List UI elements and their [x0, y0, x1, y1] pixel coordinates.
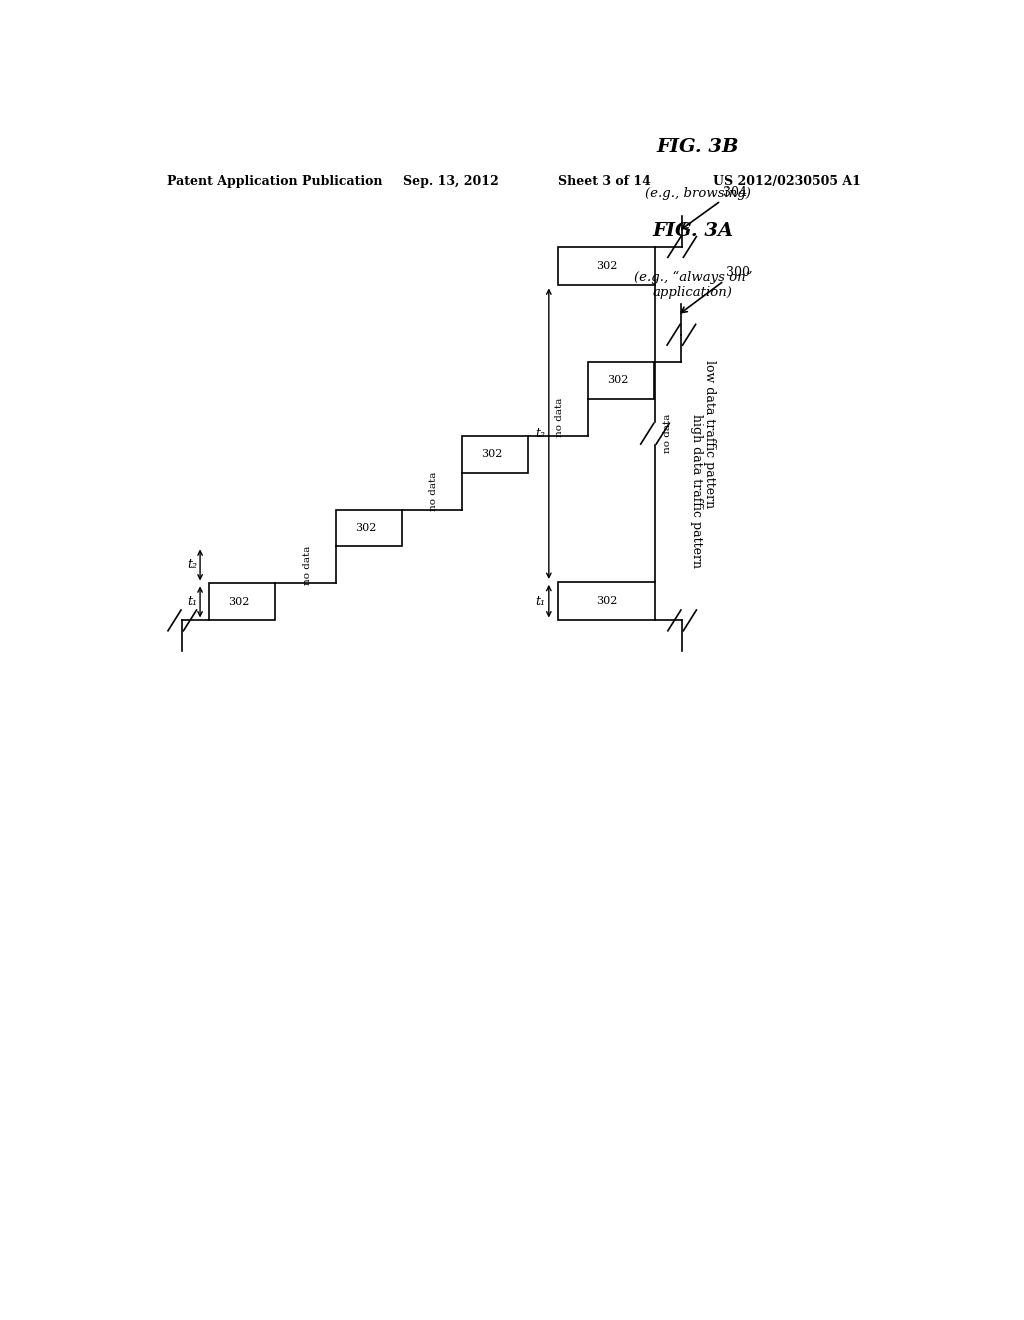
Bar	[589, 362, 654, 399]
Text: Patent Application Publication: Patent Application Publication	[167, 176, 382, 189]
Text: Sheet 3 of 14: Sheet 3 of 14	[558, 176, 651, 189]
Text: t₂: t₂	[536, 428, 546, 440]
Text: (e.g., “always on”
application): (e.g., “always on” application)	[634, 271, 753, 300]
Text: no data: no data	[663, 414, 672, 453]
Text: Sep. 13, 2012: Sep. 13, 2012	[403, 176, 499, 189]
Text: FIG. 3A: FIG. 3A	[652, 222, 733, 240]
Text: high data traffic pattern: high data traffic pattern	[690, 414, 703, 568]
Text: 302: 302	[607, 375, 629, 385]
Text: 302: 302	[596, 261, 617, 271]
Text: 300: 300	[726, 267, 751, 280]
Bar	[558, 247, 655, 285]
Text: low data traffic pattern: low data traffic pattern	[702, 359, 716, 508]
Text: (e.g., browsing): (e.g., browsing)	[645, 187, 751, 199]
Text: no data: no data	[555, 397, 564, 437]
Bar	[558, 582, 655, 620]
Text: US 2012/0230505 A1: US 2012/0230505 A1	[713, 176, 861, 189]
Text: t₂: t₂	[187, 558, 197, 572]
Text: FIG. 3B: FIG. 3B	[656, 139, 739, 156]
Text: 302: 302	[354, 523, 376, 533]
Text: no data: no data	[302, 545, 311, 585]
Text: 302: 302	[481, 449, 503, 459]
Bar	[336, 510, 401, 546]
Bar	[462, 436, 528, 473]
Text: 304: 304	[723, 186, 748, 199]
Text: 302: 302	[228, 597, 250, 607]
Text: 302: 302	[596, 597, 617, 606]
Text: t₁: t₁	[536, 594, 546, 607]
Bar	[209, 583, 275, 620]
Text: no data: no data	[429, 471, 438, 511]
Text: t₁: t₁	[187, 595, 197, 609]
